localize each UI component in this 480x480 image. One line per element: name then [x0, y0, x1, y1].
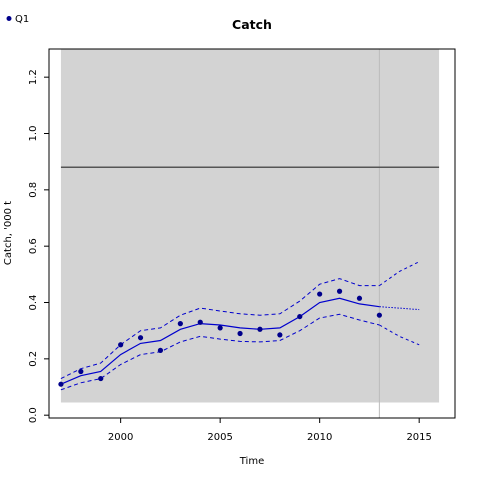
data-point: [277, 332, 283, 338]
y-tick-label: 0.0: [28, 407, 39, 423]
plot-frame: [48, 48, 456, 419]
data-point: [217, 325, 223, 331]
chart-title: Catch: [232, 17, 272, 32]
data-point: [137, 335, 144, 341]
fit-lower-line: [60, 313, 380, 391]
y-axis-title: Catch, '000 t: [3, 201, 14, 265]
legend-marker: [6, 16, 12, 21]
projection-mean-line: [379, 306, 420, 311]
fit-upper-line: [60, 278, 380, 380]
x-tick-label: 2005: [207, 432, 232, 443]
plot-area: 2000 2005 2010 2015 0.0 0.2 0.4 0.6 0.8 1.0 1.2: [28, 48, 456, 443]
y-tick-label: 0.6: [28, 238, 39, 254]
y-tick-label: 1.2: [28, 69, 39, 85]
x-tick-label: 2000: [108, 432, 133, 443]
data-point: [297, 313, 303, 320]
data-point: [197, 319, 203, 325]
data-point: [317, 291, 323, 297]
fit-mean-line: [60, 297, 380, 385]
data-point: [376, 312, 382, 318]
data-point: [177, 321, 183, 327]
projection-lower-line: [379, 324, 420, 346]
data-point: [257, 326, 263, 332]
data-point: [237, 330, 243, 337]
y-tick-label: 0.2: [28, 351, 39, 367]
data-point: [336, 288, 343, 294]
shaded-region: [60, 49, 440, 403]
projection-upper-line: [379, 261, 420, 287]
data-point: [58, 381, 64, 387]
data-point: [98, 375, 104, 382]
data-point: [356, 295, 363, 301]
data-point: [78, 368, 84, 375]
y-tick-label: 0.8: [28, 182, 39, 198]
legend-label: Q1: [15, 14, 29, 25]
x-axis-title: Time: [239, 456, 264, 467]
x-tick-label: 2015: [406, 432, 431, 443]
y-tick-label: 0.4: [28, 295, 39, 311]
x-tick-label: 2010: [307, 432, 332, 443]
y-tick-label: 1.0: [28, 126, 39, 142]
legend: Q1: [6, 14, 29, 25]
data-point: [157, 347, 164, 353]
data-point: [118, 342, 124, 348]
